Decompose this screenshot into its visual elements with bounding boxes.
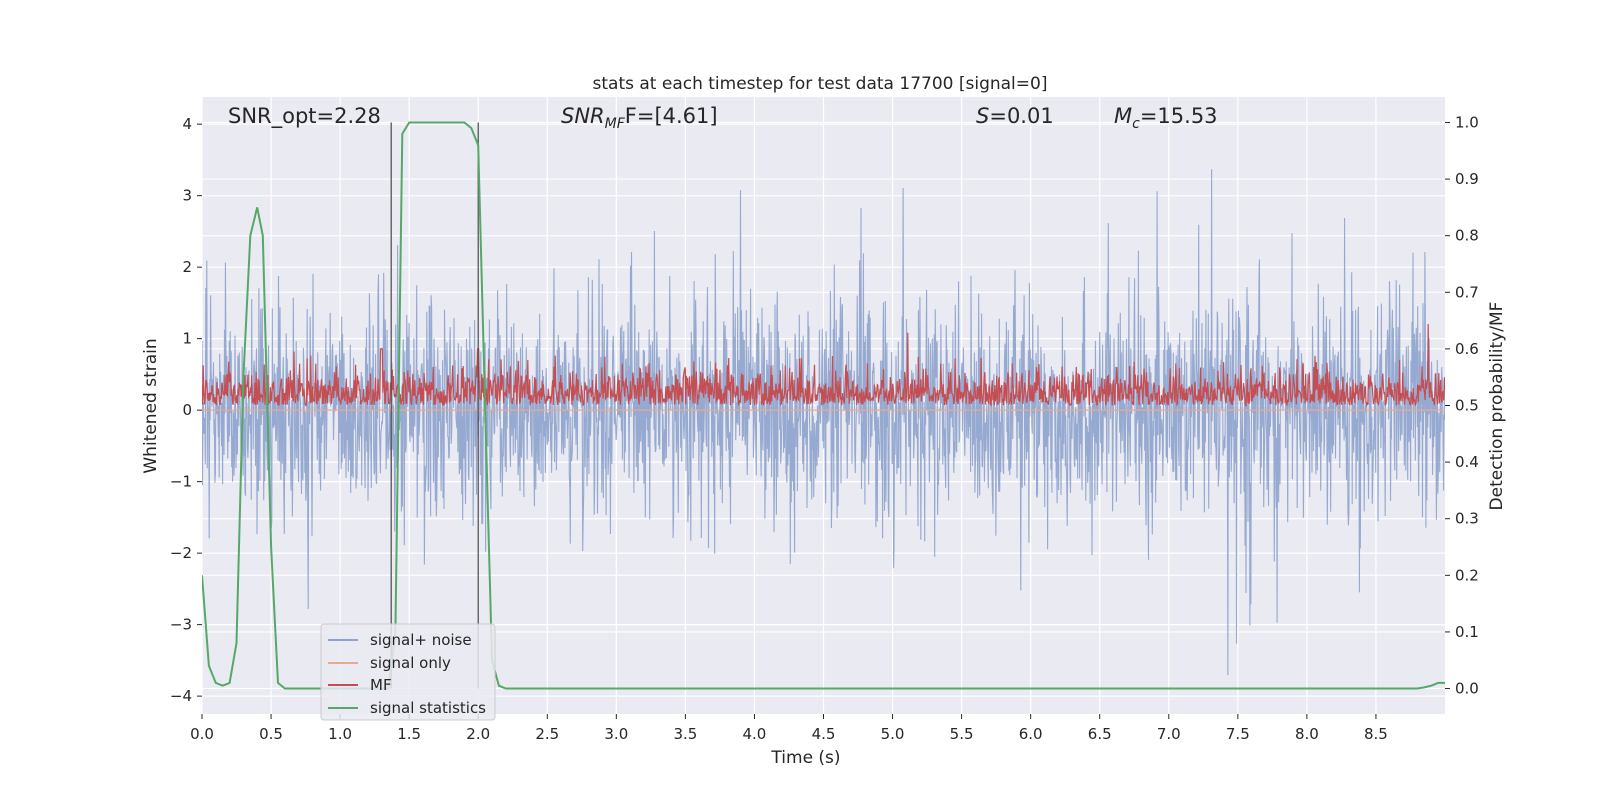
y-right-tick-label: 0.7: [1455, 283, 1479, 301]
y-left-tick-label: 3: [182, 187, 192, 205]
mc-rest: =15.53: [1140, 104, 1218, 128]
x-tick-label: 1.0: [328, 725, 352, 743]
x-tick-label: 5.5: [950, 725, 974, 743]
series-signal-noise: [202, 169, 1445, 676]
x-axis: 0.0 0.5 1.0 1.5 2.0 2.5 3.0 3.5 4.0 4.5 5.0 5.5 6.0 6…: [190, 714, 1388, 743]
y-right-tick-label: 0.5: [1455, 397, 1479, 415]
x-tick-label: 7.5: [1226, 725, 1250, 743]
x-tick-label: 3.0: [604, 725, 628, 743]
legend-label-mf: MF: [370, 676, 392, 694]
y-left-tick-label: 0: [182, 401, 192, 419]
y-axis-label-right: Detection probability/MF: [1487, 302, 1507, 511]
y-left-tick-label: −1: [170, 473, 192, 491]
series-mf: [202, 323, 1445, 408]
x-tick-label: 1.5: [397, 725, 421, 743]
legend-label-signal-statistics: signal statistics: [370, 699, 486, 717]
y-right-tick-label: 0.8: [1455, 227, 1479, 245]
x-tick-label: 0.0: [190, 725, 214, 743]
x-tick-label: 3.5: [673, 725, 697, 743]
y-left-tick-label: −3: [170, 616, 192, 634]
mc-sub: c: [1132, 116, 1140, 132]
s-rest: =0.01: [989, 104, 1053, 128]
y-right-tick-label: 1.0: [1455, 113, 1479, 131]
annotations: SNR_opt=2.28 SNRMFF=[4.61] S=0.01 Mc=15.…: [228, 104, 1218, 132]
snr-mf-rest: F=[4.61]: [625, 104, 718, 128]
mc-annotation: Mc=15.53: [1114, 104, 1218, 132]
snr-opt-annotation: SNR_opt=2.28: [228, 104, 381, 129]
s-annotation: S=0.01: [976, 104, 1054, 128]
series-signal-statistics: [202, 121, 1445, 690]
snr-mf-main: SNR: [561, 104, 605, 128]
y-right-tick-label: 0.1: [1455, 623, 1479, 641]
chart-title: stats at each timestep for test data 177…: [593, 74, 1048, 94]
y-axis-left: 4 3 2 1 0 −1 −2 −3 −4: [170, 115, 202, 705]
x-tick-label: 8.5: [1364, 725, 1388, 743]
y-right-tick-label: 0.3: [1455, 510, 1479, 528]
x-tick-label: 4.5: [812, 725, 836, 743]
s-main: S: [976, 104, 989, 128]
x-tick-label: 5.0: [881, 725, 905, 743]
snr-mf-sub: MF: [605, 116, 626, 132]
y-right-tick-label: 0.9: [1455, 170, 1479, 188]
y-axis-label-left: Whitened strain: [141, 338, 161, 473]
y-axis-right: 1.0 0.9 0.8 0.7 0.6 0.5 0.4 0.3 0.2 0.1 0.0: [1445, 113, 1479, 698]
y-left-tick-label: −2: [170, 544, 192, 562]
y-left-tick-label: 4: [182, 115, 192, 133]
y-left-tick-label: 2: [182, 258, 192, 276]
x-tick-label: 6.0: [1019, 725, 1043, 743]
legend-label-signal-noise: signal+ noise: [370, 631, 472, 649]
y-right-tick-label: 0.2: [1455, 566, 1479, 584]
x-tick-label: 2.0: [466, 725, 490, 743]
x-tick-label: 6.5: [1088, 725, 1112, 743]
mc-main: M: [1114, 104, 1132, 128]
x-tick-label: 0.5: [259, 725, 283, 743]
x-tick-label: 8.0: [1295, 725, 1319, 743]
y-right-tick-label: 0.0: [1455, 680, 1479, 698]
x-axis-label: Time (s): [770, 748, 840, 768]
snr-mf-annotation: SNRMFF=[4.61]: [561, 104, 718, 132]
y-left-tick-label: 1: [182, 330, 192, 348]
y-left-tick-label: −4: [170, 687, 192, 705]
y-right-tick-label: 0.6: [1455, 340, 1479, 358]
y-right-tick-label: 0.4: [1455, 453, 1479, 471]
legend-box: [320, 623, 496, 721]
x-tick-label: 2.5: [535, 725, 559, 743]
x-tick-label: 4.0: [743, 725, 767, 743]
legend: signal+ noise signal only MF signal stat…: [320, 623, 496, 721]
x-tick-label: 7.0: [1157, 725, 1181, 743]
plot-content: [202, 121, 1445, 690]
legend-label-signal-only: signal only: [370, 654, 451, 672]
